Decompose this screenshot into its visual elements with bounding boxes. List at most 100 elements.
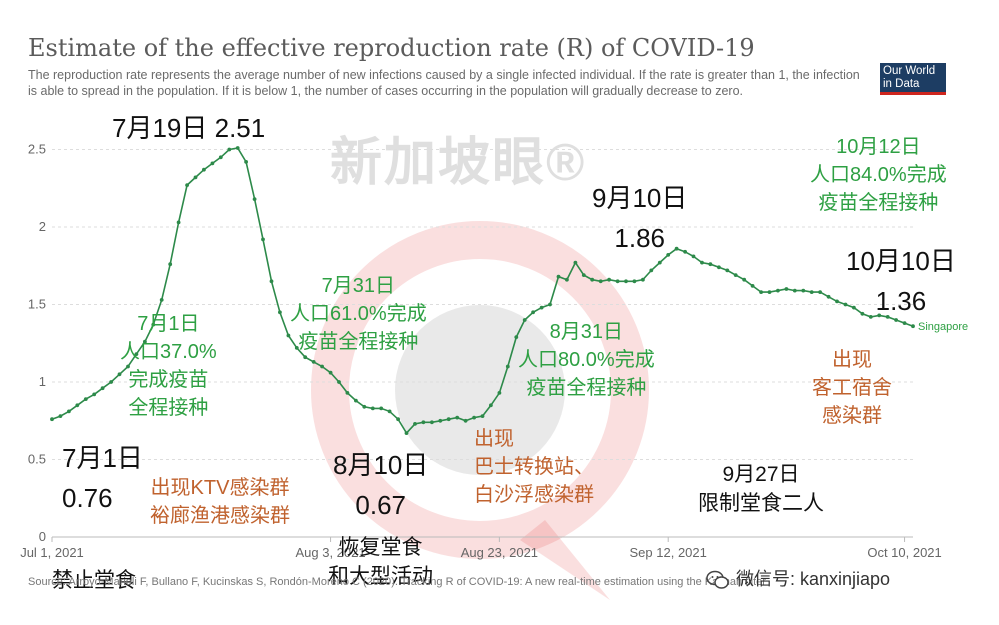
data-point[interactable] (852, 305, 856, 310)
data-point[interactable] (50, 417, 54, 422)
data-point[interactable] (674, 246, 679, 251)
data-point[interactable] (497, 391, 502, 395)
data-point[interactable] (151, 322, 156, 327)
data-point[interactable] (607, 277, 611, 282)
data-point[interactable] (826, 294, 831, 299)
data-point[interactable] (159, 298, 164, 302)
data-point[interactable] (505, 364, 510, 369)
data-point[interactable] (438, 418, 443, 423)
data-point[interactable] (227, 147, 232, 152)
data-point[interactable] (911, 324, 915, 329)
data-point[interactable] (202, 167, 206, 172)
data-point[interactable] (835, 299, 839, 304)
data-point[interactable] (328, 370, 333, 375)
data-point[interactable] (109, 380, 113, 384)
data-point[interactable] (801, 288, 806, 293)
data-point[interactable] (455, 415, 460, 420)
data-point[interactable] (337, 380, 341, 384)
data-point[interactable] (522, 318, 527, 322)
data-point[interactable] (168, 262, 173, 267)
data-point[interactable] (489, 403, 493, 408)
data-point[interactable] (784, 287, 789, 291)
data-point[interactable] (311, 360, 316, 364)
data-point[interactable] (143, 339, 147, 344)
owid-logo[interactable]: Our World in Data (880, 63, 946, 95)
data-point[interactable] (877, 313, 882, 318)
data-point[interactable] (75, 403, 80, 408)
data-point[interactable] (413, 422, 417, 426)
data-point[interactable] (894, 318, 898, 322)
data-point[interactable] (531, 310, 535, 315)
data-point[interactable] (725, 268, 730, 273)
data-point[interactable] (742, 277, 747, 282)
data-point[interactable] (269, 279, 274, 284)
data-point[interactable] (404, 431, 409, 435)
data-point[interactable] (581, 273, 586, 277)
data-point[interactable] (278, 310, 282, 315)
data-point[interactable] (134, 352, 139, 356)
data-point[interactable] (539, 305, 544, 310)
data-point[interactable] (303, 355, 308, 360)
data-point[interactable] (354, 398, 358, 403)
data-point[interactable] (666, 253, 671, 257)
data-point[interactable] (649, 268, 654, 273)
data-point[interactable] (362, 404, 367, 409)
data-point[interactable] (885, 315, 890, 319)
data-point[interactable] (67, 409, 71, 414)
data-point[interactable] (176, 220, 181, 225)
data-point[interactable] (590, 277, 595, 282)
data-point[interactable] (261, 237, 265, 242)
data-point[interactable] (294, 346, 299, 350)
data-point[interactable] (463, 418, 468, 423)
data-point[interactable] (235, 146, 240, 150)
data-point[interactable] (708, 262, 713, 267)
data-point[interactable] (320, 364, 324, 369)
data-point[interactable] (185, 183, 190, 188)
data-point[interactable] (117, 372, 122, 377)
data-point[interactable] (345, 391, 350, 395)
data-point[interactable] (472, 415, 476, 420)
data-point[interactable] (573, 260, 578, 265)
data-point[interactable] (632, 279, 637, 284)
data-point[interactable] (657, 260, 662, 265)
data-point[interactable] (244, 160, 249, 164)
data-point[interactable] (548, 302, 552, 307)
data-point[interactable] (58, 414, 63, 418)
data-point[interactable] (126, 364, 130, 369)
data-point[interactable] (565, 277, 569, 282)
data-point[interactable] (615, 279, 620, 284)
data-point[interactable] (868, 315, 873, 319)
data-point[interactable] (556, 274, 561, 279)
data-point[interactable] (809, 290, 814, 294)
data-point[interactable] (700, 260, 704, 265)
data-point[interactable] (717, 265, 721, 270)
data-point[interactable] (218, 155, 223, 160)
data-point[interactable] (733, 273, 738, 277)
data-point[interactable] (767, 290, 772, 294)
data-point[interactable] (370, 406, 375, 411)
data-point[interactable] (92, 392, 97, 397)
data-point[interactable] (396, 417, 400, 422)
data-point[interactable] (902, 321, 907, 325)
data-point[interactable] (286, 333, 291, 338)
data-point[interactable] (252, 197, 257, 202)
data-point[interactable] (480, 414, 485, 418)
data-point[interactable] (598, 279, 603, 284)
data-point[interactable] (83, 397, 88, 401)
data-point[interactable] (446, 417, 451, 422)
data-point[interactable] (624, 279, 628, 284)
data-point[interactable] (387, 409, 392, 414)
data-point[interactable] (750, 284, 755, 288)
data-point[interactable] (860, 311, 865, 316)
data-point[interactable] (759, 290, 763, 294)
data-point[interactable] (210, 161, 215, 166)
data-point[interactable] (100, 386, 105, 391)
data-point[interactable] (379, 406, 384, 411)
data-point[interactable] (430, 420, 434, 425)
data-point[interactable] (843, 302, 848, 307)
data-point[interactable] (818, 290, 822, 294)
data-point[interactable] (641, 277, 645, 282)
data-point[interactable] (683, 249, 687, 254)
data-point[interactable] (776, 288, 780, 293)
data-point[interactable] (691, 254, 696, 259)
